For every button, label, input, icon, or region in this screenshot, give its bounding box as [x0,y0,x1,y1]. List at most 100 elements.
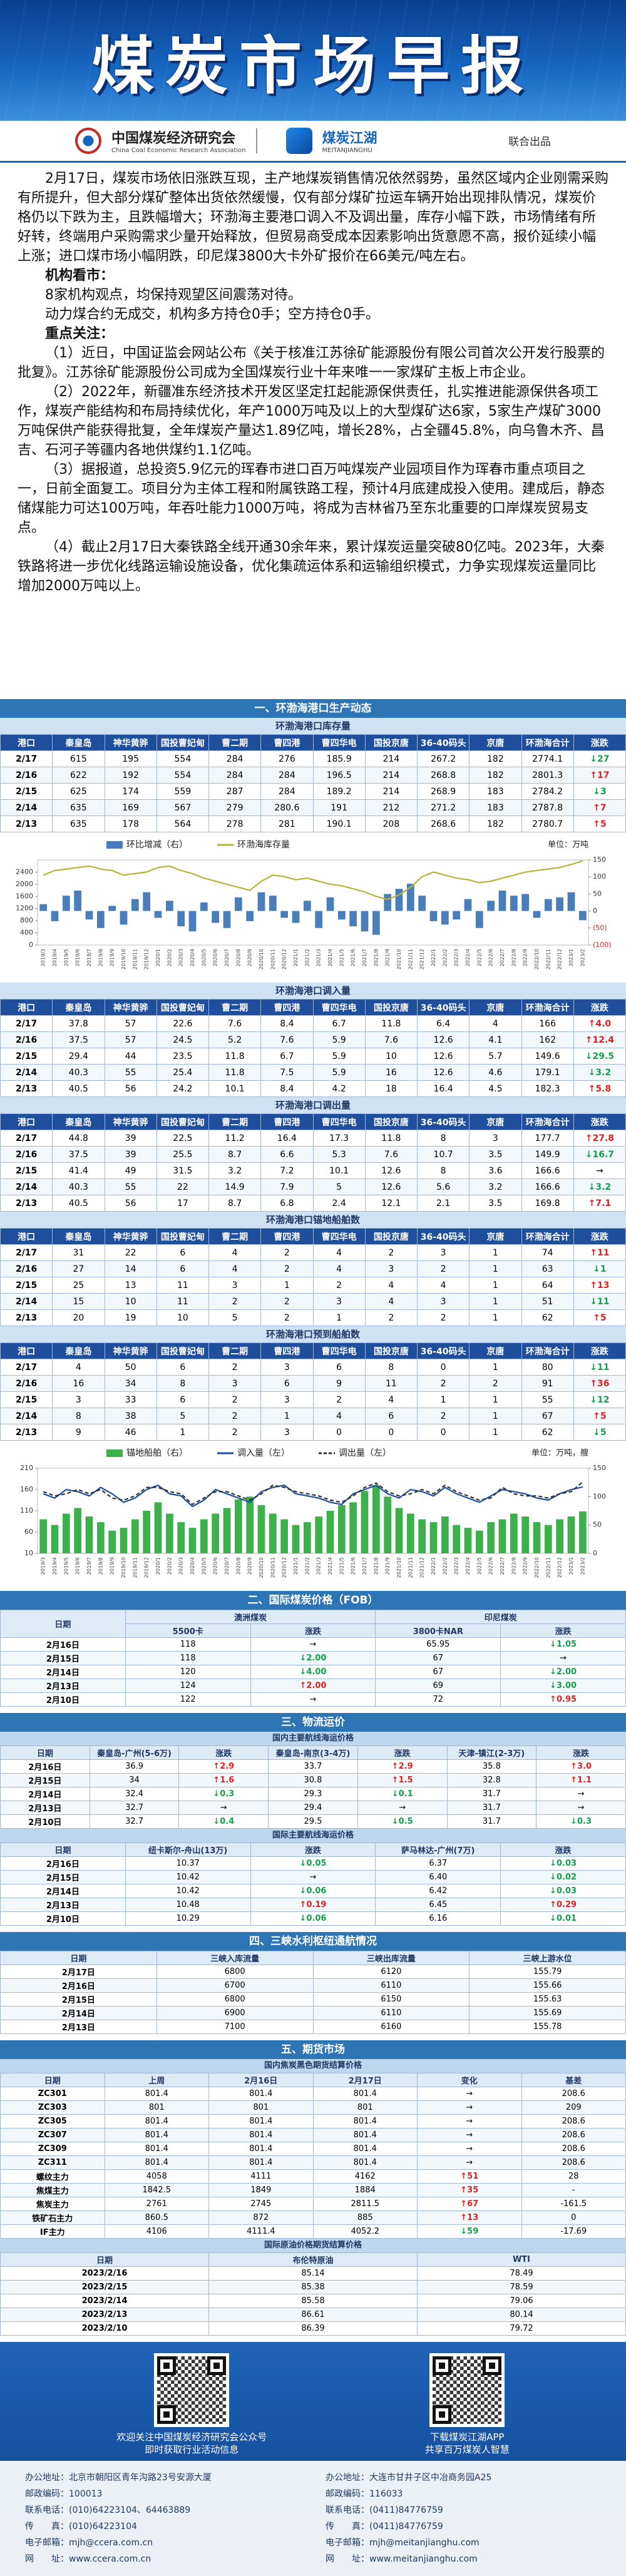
cell: 2 [208,1359,262,1376]
x-tick-label: 2023/2 [580,1557,585,1575]
cell: ↑1.5 [357,1773,448,1787]
table-body: 2/17 44.8 39 22.5 11.2 16.4 17.3 11.8 8 3 177.7 ↑27… [0,1130,626,1212]
cell: 2月10日 [0,1911,126,1926]
cell: 5.9 [312,1031,366,1048]
cell: 120 [125,1665,251,1679]
table: 港口 秦皇岛 神华黄骅 国投曹妃甸 曹二期 曹四港 曹四华电 国投京唐 36-40码头 京唐 环渤海… [0,734,626,832]
x-tick-label: 2022/2 [442,1557,448,1575]
head-cell: 京唐 [469,999,522,1016]
cell: → [536,1787,626,1801]
contact-line: 邮政编码：100013 [25,2489,103,2499]
cell: 3 [260,1359,314,1376]
cell: 287 [208,783,262,800]
bar [280,911,289,918]
cell: ↓12 [573,1391,626,1408]
legend-label: 调入量（左） [237,1448,290,1458]
cell: 1842.5 [104,2183,209,2197]
cell: 2 [208,1424,262,1441]
cell: 19 [104,1309,157,1326]
cell: 2月13日 [0,1898,126,1912]
bar [177,911,185,927]
table-title: 环渤海港口库存量 [0,718,626,734]
cell: 182 [469,815,522,832]
cell: 79.72 [417,2321,626,2336]
cell: 179.1 [521,1064,574,1081]
head-row: 5500卡 涨跌 3800卡NAR 涨跌 [1,1623,626,1638]
row: 螺纹主力 4058 4111 4162 ↑51 28 [0,2169,626,2184]
x-tick-label: 2019/3 [41,1557,46,1575]
cell: 3.5 [469,1195,522,1212]
cell: 86.61 [208,2308,418,2322]
cell: 155.69 [469,2006,626,2020]
cell: 10.42 [125,1884,251,1898]
cell: 162 [521,1031,574,1048]
cell: 56 [104,1080,157,1097]
cell: 6.40 [375,1870,501,1884]
cell: 8 [416,1162,470,1179]
cell: 2/17 [0,1130,53,1147]
cell: ↑4.0 [573,1015,626,1032]
cell: 2 [416,1408,470,1424]
cell: 22.5 [156,1130,210,1147]
cell: 2 [416,1309,470,1326]
row: 2/15 25 13 11 3 1 2 4 4 1 64 ↑13 [0,1277,626,1294]
head-cell: 环渤海合计 [521,734,574,751]
contact-line: 电子邮箱：mjh@meitanjianghu.com [326,2538,480,2548]
cell: 57 [104,1031,157,1048]
cell: 6.42 [375,1884,501,1898]
table-body: 2月17日 6800 6120 155.79 2月16日 6700 6110 155.66 2月… [0,1965,626,2034]
cell: 2月16日 [0,1637,126,1652]
cell: 23.5 [156,1048,210,1065]
cell: 74 [521,1244,574,1261]
head-cell: 2月17日 [312,2073,418,2087]
row: 2/15 3 33 6 2 3 2 4 1 1 55 ↓12 [0,1391,626,1408]
cell: 4058 [104,2169,209,2184]
cell: 280.6 [260,799,314,816]
cell: 80.14 [417,2308,626,2322]
cell: 801.4 [208,2114,314,2129]
x-tick-label: 2020/10 [259,949,264,969]
bar [223,911,231,928]
cell: 2 [208,1293,262,1310]
cell: 4.6 [469,1064,522,1081]
cell: ↓0.03 [500,1884,626,1898]
x-tick-label: 2021/1 [293,1557,299,1575]
bar [453,1525,461,1553]
cell: 4 [416,1277,470,1294]
cell: → [178,1801,269,1815]
head-cell: 国投曹妃甸 [156,999,210,1016]
cell: ↓3.2 [573,1178,626,1195]
x-tick-label: 2021/10 [396,949,402,969]
arrival-table: 环渤海港口预到船舶数 港口 秦皇岛 神华黄骅 国投曹妃甸 曹二期 曹四港 曹四华电 国投京唐 36… [0,1326,626,1441]
cell: 281 [260,815,314,832]
cell: 2/13 [0,1424,53,1441]
y2-tick-label: 150 [593,856,606,864]
cell: 10 [104,1293,157,1310]
head-cell: 2月16日 [208,2073,314,2087]
cell: 1 [312,1309,366,1326]
row: 2/15 625 174 559 287 284 189.2 214 268.9 183 2784.… [0,783,626,800]
bar [131,899,139,911]
head-cell: 神华黄骅 [104,1342,157,1359]
cell: ↓0.1 [357,1787,448,1801]
cell: 2月15日 [0,1870,126,1884]
cell: ↓4.00 [250,1665,376,1679]
bar [39,904,48,911]
cell: 1 [469,1277,522,1294]
y-tick-label: 110 [20,1506,33,1515]
bar [154,911,162,918]
contact-line: 联系电话：(0411)84776759 [326,2505,443,2515]
cell: 7.5 [260,1064,314,1081]
cell: ↓29.5 [573,1048,626,1065]
line [43,1481,583,1506]
table-title: 国内焦炭黑色期货结算价格 [0,2059,626,2073]
row: 2/17 4 50 6 2 3 6 8 0 1 80 ↓11 [0,1359,626,1376]
x-tick-label: 2020/2 [167,1557,172,1575]
cell: 1 [469,1309,522,1326]
cell: 38 [104,1408,157,1424]
row: 焦煤主力 1842.5 1849 1884 ↑35- [0,2183,626,2197]
unit-label: 单位：万吨 [548,841,588,850]
bar [384,894,392,911]
head-cell: 国投京唐 [364,1228,418,1245]
cell: 3 [260,1424,314,1441]
